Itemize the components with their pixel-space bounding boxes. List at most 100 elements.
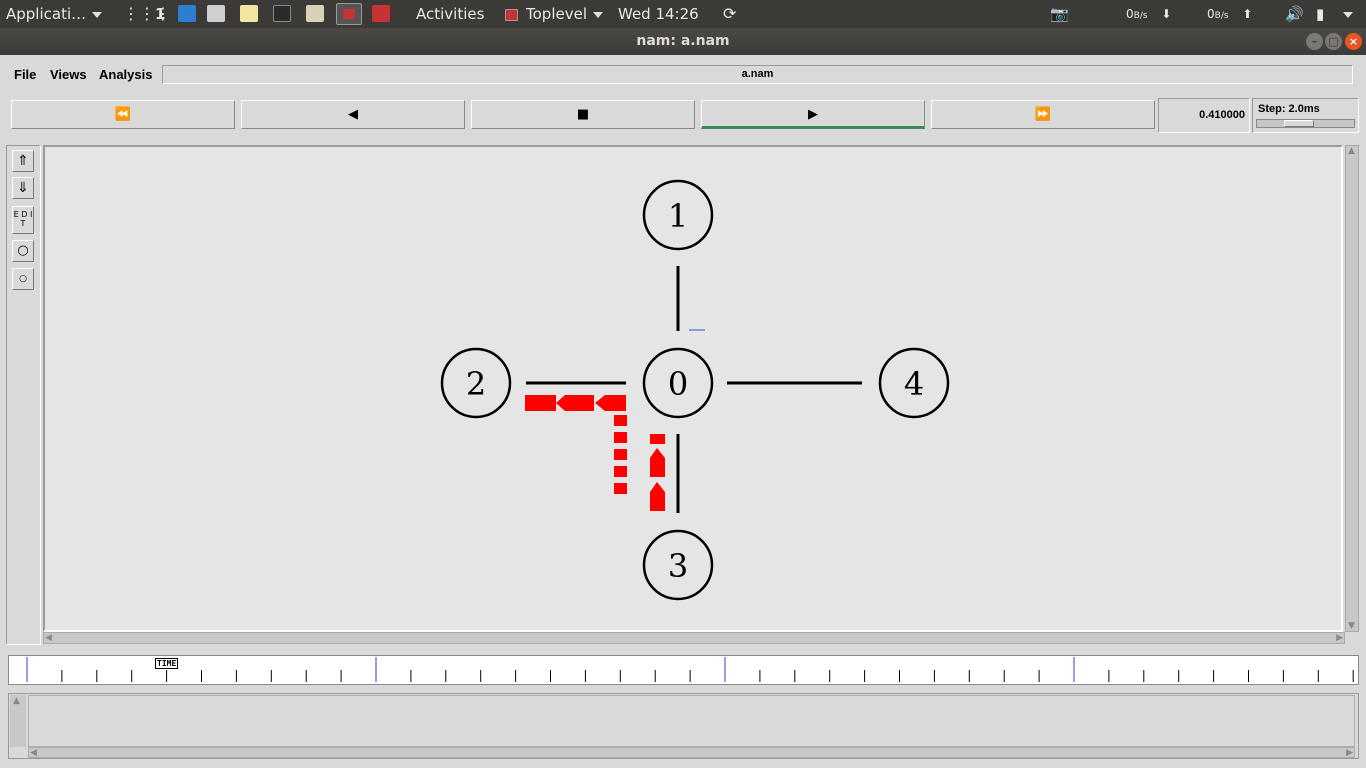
time-cursor-label[interactable]: TIME xyxy=(155,658,178,669)
net-down-value: 0 xyxy=(1126,7,1134,21)
chevron-down-icon xyxy=(92,12,102,18)
maximize-icon[interactable]: □ xyxy=(1325,33,1342,50)
refresh-icon[interactable]: ⟳ xyxy=(723,0,736,28)
node-1[interactable]: 1 xyxy=(644,181,712,249)
play-icon: ▶ xyxy=(808,107,818,122)
edit-button[interactable]: E D I T xyxy=(12,206,34,234)
applications-label: Applicati… xyxy=(6,5,86,23)
window-title: nam: a.nam xyxy=(636,33,729,49)
minimize-icon[interactable]: – xyxy=(1306,33,1323,50)
play-button[interactable]: ▶ xyxy=(701,100,925,129)
fast-forward-icon: ⏩ xyxy=(1035,107,1051,122)
packet xyxy=(595,395,626,411)
packet xyxy=(614,466,627,477)
upload-arrow-icon: ⬆ xyxy=(1242,7,1252,21)
network-canvas-area: 1 2 0 4 3 ▲ ▼ ◀ ▶ xyxy=(43,145,1361,645)
activities-button[interactable]: Activities xyxy=(416,0,484,28)
node-0[interactable]: 0 xyxy=(644,349,712,417)
scroll-down-icon[interactable]: ▼ xyxy=(1348,621,1355,631)
close-icon[interactable]: × xyxy=(1345,33,1362,50)
rewind-button[interactable]: ⏪ xyxy=(11,100,235,129)
packet xyxy=(614,432,627,443)
chevron-down-icon xyxy=(593,12,603,18)
large-circle-icon[interactable]: ○ xyxy=(12,240,34,262)
chevron-down-icon xyxy=(1343,12,1353,18)
node-label: 0 xyxy=(668,365,688,403)
step-back-button[interactable]: ◀ xyxy=(241,100,465,129)
scroll-left-icon[interactable]: ◀ xyxy=(45,633,52,643)
rewind-icon: ⏪ xyxy=(115,107,131,122)
scroll-right-icon[interactable]: ▶ xyxy=(1336,633,1343,643)
node-label: 2 xyxy=(466,365,486,403)
download-arrow-icon: ⬇ xyxy=(1161,7,1171,21)
annotation-vertical-scrollbar[interactable]: ▲ xyxy=(10,695,26,747)
network-topology: 1 2 0 4 3 xyxy=(45,147,1341,630)
play-backward-icon: ◀ xyxy=(348,107,358,122)
nam-window-icon[interactable] xyxy=(372,5,390,22)
packets xyxy=(525,395,665,511)
canvas-vertical-scrollbar[interactable]: ▲ ▼ xyxy=(1345,145,1359,632)
scroll-right-icon[interactable]: ▶ xyxy=(1346,748,1353,758)
toplevel-menu[interactable]: Toplevel xyxy=(505,0,603,28)
battery-icon[interactable]: ▮ xyxy=(1316,0,1324,28)
window-titlebar[interactable]: nam: a.nam – □ × xyxy=(0,28,1366,55)
packet xyxy=(614,415,627,426)
annotation-horizontal-scrollbar[interactable]: ◀ ▶ xyxy=(28,747,1355,758)
node-2[interactable]: 2 xyxy=(442,349,510,417)
step-control: Step: 2.0ms xyxy=(1252,98,1359,133)
menu-analysis[interactable]: Analysis xyxy=(99,67,152,82)
workspace-indicator[interactable]: 1 xyxy=(155,0,165,28)
network-canvas[interactable]: 1 2 0 4 3 xyxy=(43,145,1343,632)
scroll-up-icon[interactable]: ▲ xyxy=(13,696,20,706)
annotation-panel: ▲ ◀ ▶ xyxy=(8,693,1359,759)
zoom-in-icon[interactable]: ⇑ xyxy=(12,150,34,172)
timeline-slider[interactable]: TIME xyxy=(8,655,1359,685)
packet xyxy=(650,448,665,477)
packet xyxy=(525,395,556,411)
tools-icon[interactable] xyxy=(306,5,324,22)
node-4[interactable]: 4 xyxy=(880,349,948,417)
nam-window-icon-active[interactable] xyxy=(336,3,362,25)
net-down-unit: B/s xyxy=(1134,11,1148,21)
menu-views[interactable]: Views xyxy=(50,67,87,82)
scroll-left-icon[interactable]: ◀ xyxy=(30,748,37,758)
desktop-icon[interactable] xyxy=(178,5,196,22)
step-label: Step: 2.0ms xyxy=(1258,103,1320,115)
node-3[interactable]: 3 xyxy=(644,531,712,599)
annotation-list[interactable] xyxy=(28,695,1355,747)
net-upload-indicator: 0B/s ⬆ xyxy=(1207,0,1252,28)
net-up-value: 0 xyxy=(1207,7,1215,21)
net-download-indicator: 0B/s ⬇ xyxy=(1126,0,1171,28)
zoom-out-icon[interactable]: ⇓ xyxy=(12,177,34,199)
node-label: 3 xyxy=(668,547,688,585)
tool-palette: ⇑ ⇓ E D I T ○ ○ xyxy=(6,145,41,645)
clock[interactable]: Wed 14:26 xyxy=(618,0,699,28)
fast-forward-button[interactable]: ⏩ xyxy=(931,100,1155,129)
terminal-icon[interactable] xyxy=(273,5,291,22)
stop-button[interactable]: ■ xyxy=(471,100,695,129)
applications-menu[interactable]: Applicati… xyxy=(6,0,102,28)
packet xyxy=(650,434,665,444)
system-menu-chevron[interactable] xyxy=(1337,0,1353,28)
timeline-ticks xyxy=(9,656,1358,684)
step-slider[interactable] xyxy=(1256,119,1355,128)
node-label: 4 xyxy=(904,365,924,403)
canvas-horizontal-scrollbar[interactable]: ◀ ▶ xyxy=(43,632,1345,644)
scroll-up-icon[interactable]: ▲ xyxy=(1348,146,1355,156)
packet xyxy=(556,395,594,411)
time-display: 0.410000 xyxy=(1158,98,1250,133)
node-label: 1 xyxy=(668,197,688,235)
packet xyxy=(650,482,665,511)
stop-icon: ■ xyxy=(577,107,589,122)
small-circle-icon[interactable]: ○ xyxy=(12,268,34,290)
system-top-bar: Applicati… ⋮⋮⋮ 1 Activities Toplevel Wed… xyxy=(0,0,1366,28)
file-manager-icon[interactable] xyxy=(207,5,225,22)
volume-icon[interactable]: 🔊 xyxy=(1285,0,1304,28)
toplevel-label: Toplevel xyxy=(526,5,587,23)
trace-filename: a.nam xyxy=(162,65,1353,84)
menu-file[interactable]: File xyxy=(14,67,36,82)
packet xyxy=(614,483,627,494)
step-slider-thumb[interactable] xyxy=(1284,120,1314,127)
text-editor-icon[interactable] xyxy=(240,5,258,22)
camera-icon[interactable]: 📷 xyxy=(1050,0,1069,28)
